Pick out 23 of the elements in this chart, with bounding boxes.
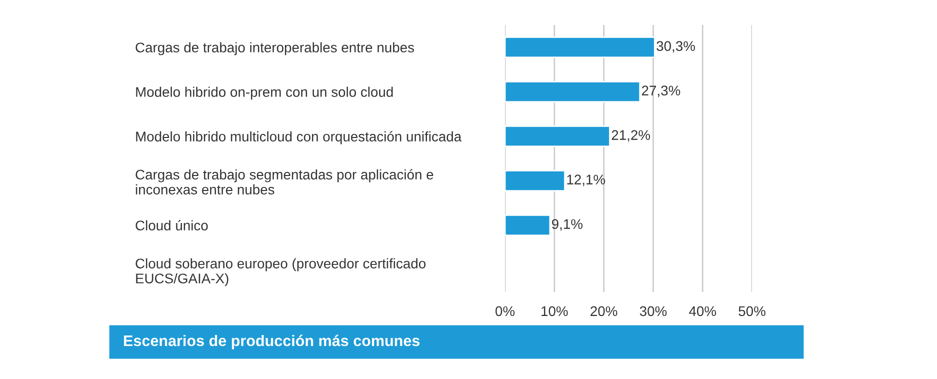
y-tick-label: Cloud soberano europeo (proveedor certificado EUCS/GAIA-X) — [136, 258, 426, 286]
x-tick-label: 40% — [689, 306, 716, 316]
text: Escenarios de producción más comunes — [124, 334, 420, 350]
data-label: 30,3% — [656, 41, 695, 53]
x-tick-label: 10% — [542, 306, 568, 316]
x-tick-label: 20% — [590, 306, 618, 316]
y-tick-label: Cargas de trabajo segmentadas por aplicación e inconexas entre nubes — [136, 169, 434, 194]
data-label: 27,3% — [642, 86, 680, 98]
x-tick-label: 0% — [496, 306, 515, 316]
bar — [505, 36, 656, 58]
y-tick-label: Cargas de trabajo interoperables entre nubes — [136, 42, 414, 56]
x-tick-label: 30% — [640, 306, 667, 316]
data-label: 9,1% — [552, 219, 583, 231]
x-tick-label: 50% — [738, 306, 766, 316]
y-tick-label: Modelo hibrido multicloud con orquestación unificada — [136, 131, 462, 144]
y-tick-label: Cloud único — [136, 220, 208, 230]
data-label: 12,1% — [567, 174, 606, 186]
y-tick-label: Modelo hibrido on-prem con un solo cloud — [136, 86, 393, 100]
bar — [505, 81, 641, 102]
bar — [505, 126, 610, 147]
data-label: 21,2% — [612, 130, 650, 142]
bar — [505, 214, 551, 236]
bar — [505, 170, 566, 192]
